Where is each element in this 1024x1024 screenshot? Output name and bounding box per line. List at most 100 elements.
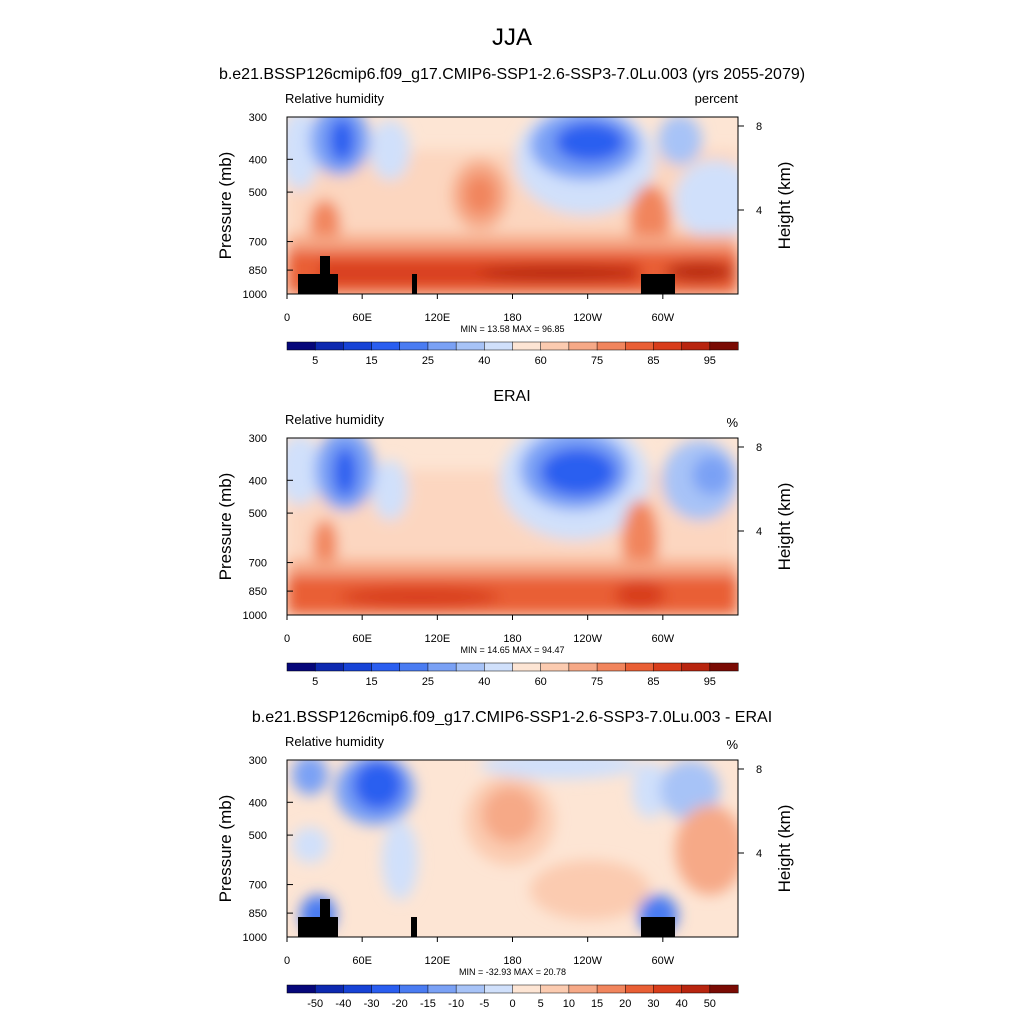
panel-title: b.e21.BSSP126cmip6.f09_g17.CMIP6-SSP1-2.…: [219, 66, 805, 83]
x-tick-label: 60W: [652, 312, 675, 324]
colorbar-label: -20: [392, 998, 408, 1010]
colorbar-swatch: [540, 341, 570, 351]
x-tick-label: 0: [284, 312, 290, 324]
y-tick-label: 500: [249, 508, 267, 520]
panel-erai: ERAI Relative humidity %: [216, 388, 794, 688]
colorbar-swatch: [371, 662, 401, 672]
colorbar-label: 15: [591, 998, 603, 1010]
y-right-tick-label: 4: [756, 205, 762, 217]
y-tick-label: 400: [249, 154, 267, 166]
colorbar-swatch: [484, 341, 514, 351]
colorbar-swatch: [625, 984, 654, 994]
colorbar-swatch: [484, 984, 514, 994]
colorbar-swatch: [568, 984, 598, 994]
y-tick-label: 1000: [243, 610, 267, 622]
x-tick-label: 120E: [424, 633, 450, 645]
colorbar-swatch: [314, 984, 344, 994]
colorbar-label: 5: [312, 676, 318, 688]
colorbar-label: 40: [478, 355, 490, 367]
y-tick-label: 300: [249, 755, 267, 767]
y-tick-label: 850: [249, 265, 267, 277]
colorbar-swatch: [286, 984, 316, 994]
x-tick-label: 0: [284, 955, 290, 967]
colorbar-swatch: [709, 984, 739, 994]
y-tick-label: 1000: [243, 932, 267, 944]
colorbar-label: 5: [312, 355, 318, 367]
colorbar-label: 85: [647, 355, 659, 367]
colorbar-label: -5: [479, 998, 489, 1010]
x-tick-label: 60E: [352, 955, 372, 967]
y-tick-label: 400: [249, 797, 267, 809]
colorbar-label: 75: [591, 355, 603, 367]
x-tick-label: 120E: [424, 312, 450, 324]
colorbar-swatch: [596, 341, 626, 351]
y-tick-label: 500: [249, 187, 267, 199]
y-tick-label: 850: [249, 908, 267, 920]
colorbar-swatch: [343, 341, 373, 351]
right-string: %: [726, 737, 738, 752]
colorbar-label: 95: [704, 355, 716, 367]
left-string: Relative humidity: [285, 91, 384, 106]
colorbar-swatch: [596, 662, 626, 672]
y-tick-label: 700: [249, 237, 267, 249]
colorbar-label: 40: [478, 676, 490, 688]
colorbar-swatch: [568, 662, 598, 672]
x-tick-label: 180: [503, 633, 521, 645]
colorbar-swatch: [427, 341, 457, 351]
colorbar-swatch: [286, 662, 316, 672]
topography: [298, 899, 675, 937]
colorbar-swatch: [709, 662, 739, 672]
topography: [298, 256, 675, 294]
heatmap-field: [287, 438, 738, 615]
colorbar-label: 20: [619, 998, 631, 1010]
colorbar-label: 40: [676, 998, 688, 1010]
colorbar-swatch: [314, 662, 344, 672]
x-tick-label: 120W: [573, 955, 602, 967]
colorbar-swatch: [512, 984, 542, 994]
colorbar-label: 60: [535, 355, 547, 367]
colorbar-label: 15: [365, 355, 377, 367]
x-tick-label: 60E: [352, 312, 372, 324]
y-right-tick-label: 8: [756, 764, 762, 776]
colorbar-label: -40: [335, 998, 351, 1010]
colorbar: 5 15 25 40 60 75 85 95: [286, 662, 739, 688]
y-right-tick-label: 4: [756, 848, 762, 860]
y-tick-label: 700: [249, 880, 267, 892]
y-right-axis-label: Height (km): [775, 162, 794, 250]
y-right-tick-label: 4: [756, 526, 762, 538]
colorbar-swatch: [399, 984, 429, 994]
colorbar-label: -50: [307, 998, 323, 1010]
x-tick-label: 180: [503, 312, 521, 324]
colorbar-swatch: [653, 662, 683, 672]
colorbar-swatch: [625, 341, 654, 351]
colorbar-swatch: [314, 341, 344, 351]
colorbar-swatch: [427, 984, 457, 994]
colorbar-label: 25: [422, 676, 434, 688]
colorbar-label: 60: [535, 676, 547, 688]
min-max-stats: MIN = -32.93 MAX = 20.78: [459, 967, 566, 977]
colorbar-label: 50: [704, 998, 716, 1010]
colorbar-label: -15: [420, 998, 436, 1010]
left-string: Relative humidity: [285, 734, 384, 749]
figure-title: JJA: [492, 24, 532, 51]
right-string: %: [726, 415, 738, 430]
colorbar-label: -30: [364, 998, 380, 1010]
x-tick-label: 120W: [573, 312, 602, 324]
heatmap-field: [287, 117, 738, 294]
y-tick-label: 300: [249, 112, 267, 124]
y-axis-label: Pressure (mb): [216, 473, 235, 581]
colorbar-swatch: [512, 662, 542, 672]
colorbar-swatch: [286, 341, 316, 351]
colorbar-label: 10: [563, 998, 575, 1010]
x-tick-label: 0: [284, 633, 290, 645]
colorbar-label: -10: [448, 998, 464, 1010]
panel-difference: b.e21.BSSP126cmip6.f09_g17.CMIP6-SSP1-2.…: [216, 709, 794, 1010]
colorbar: -50 -40 -30 -20 -15 -10 -5 0 5 10 15 20 30 40 50: [286, 984, 739, 1010]
colorbar-swatch: [399, 662, 429, 672]
x-tick-label: 60E: [352, 633, 372, 645]
min-max-stats: MIN = 13.58 MAX = 96.85: [460, 324, 564, 334]
colorbar-label: 5: [538, 998, 544, 1010]
colorbar-swatch: [371, 341, 401, 351]
colorbar: 5 15 25 40 60 75 85 95: [286, 341, 739, 367]
